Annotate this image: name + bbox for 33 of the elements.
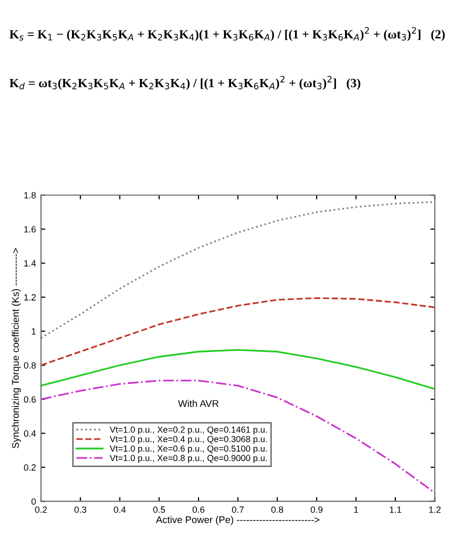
x-tick-label: 0.3	[74, 506, 86, 513]
line-series	[41, 201, 435, 339]
x-axis-title: Active Power (Pe) ------------------------>	[156, 516, 320, 526]
x-tick-label: 1.2	[429, 506, 441, 513]
x-tick-label: 1	[354, 506, 358, 513]
line-series	[41, 297, 435, 366]
y-tick-label: 0.8	[24, 362, 36, 369]
y-tick-label: 0	[31, 498, 36, 505]
x-tick-label: 0.9	[310, 506, 322, 513]
y-tick-label: 1	[32, 328, 36, 334]
x-tick-label: 0.7	[232, 506, 244, 513]
y-tick-label: 1.8	[24, 192, 36, 198]
x-tick-label: 0.6	[192, 506, 204, 513]
legend-label: Vt=1.0 p.u., Xe=0.2 p.u., Qe=0.1461 p.u.	[110, 426, 267, 434]
text: K$_{s}$ = K$_{1}$ − (K$_{2}$K$_{3}$K$_{5}$K$_{A}$ + K$_{2}$K$_{3}$K$_{4}$)(1 + K$_{3}$K$_{6}$K$_{A}$) / [(1 + K$_{3}$K$_{6}$K$_{A}$)$^{2}$ + (ωt$_{3}$)$^{2}$] (2)	[10, 27, 445, 42]
legend-label: Vt=1.0 p.u., Xe=0.4 p.u., Qe=0.3068 p.u.	[110, 436, 267, 444]
y-tick-label: 1.4	[24, 260, 36, 266]
x-tick-label: 0.8	[271, 506, 284, 513]
legend-label: Vt=1.0 p.u., Xe=0.6 p.u., Qe=0.5100 p.u.	[110, 445, 267, 454]
y-tick-label: 0.6	[24, 396, 36, 403]
x-tick-label: 0.5	[153, 506, 166, 513]
y-tick-label: 0.2	[24, 464, 36, 471]
x-tick-label: 1.1	[390, 506, 402, 513]
text: K$_{d}$ = ωt$_{3}$(K$_{2}$K$_{3}$K$_{5}$K$_{A}$ + K$_{2}$K$_{3}$K$_{4}$) / [(1 + K$_{3}$K$_{6}$K$_{A}$)$^{2}$ + (ωt$_{3}$)$^{2}$] (3)	[10, 76, 360, 90]
y-tick-label: 0.4	[24, 430, 36, 437]
legend-label: Vt=1.0 p.u., Xe=0.8 p.u., Qe=0.9000 p.u.	[110, 454, 267, 463]
y-tick-label: 1.2	[24, 294, 36, 300]
y-tick-label: 1.6	[24, 226, 36, 233]
line-series	[41, 380, 435, 494]
annotation: With AVR	[178, 400, 219, 407]
y-axis-title: Synchronizing Torque coefficient (Ks) ---------->	[12, 248, 21, 448]
line-series	[41, 349, 435, 390]
x-tick-label: 0.4	[114, 506, 126, 513]
